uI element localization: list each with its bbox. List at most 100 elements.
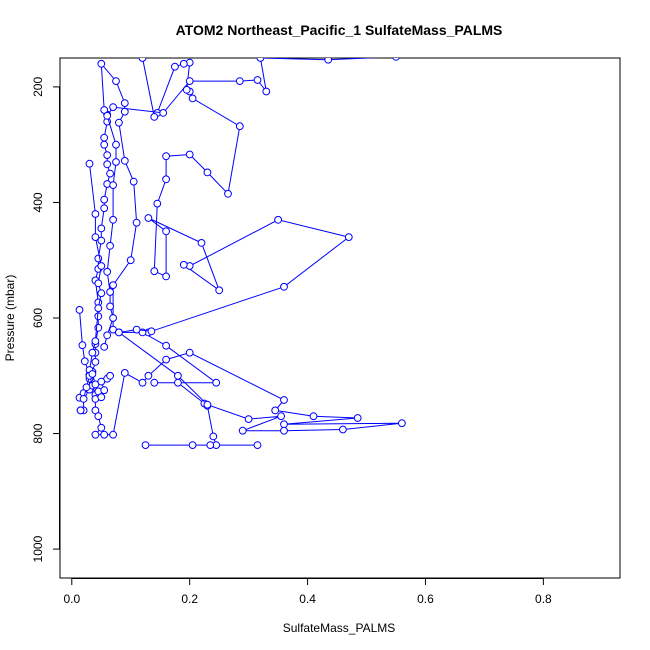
data-point: [100, 386, 109, 395]
data-point: [97, 236, 106, 245]
data-point: [212, 378, 221, 387]
data-point: [244, 415, 253, 424]
data-point: [185, 150, 194, 159]
data-point: [88, 348, 97, 357]
data-point: [150, 267, 159, 276]
data-point: [100, 204, 109, 213]
x-tick-label: 0.4: [299, 592, 316, 606]
data-point: [103, 331, 112, 340]
data-point: [75, 306, 84, 314]
data-point: [339, 425, 347, 434]
data-point: [185, 348, 194, 357]
data-point: [109, 215, 117, 224]
x-axis-label: SulfateMass_PALMS: [283, 621, 396, 635]
data-point: [80, 357, 89, 366]
data-point: [120, 107, 129, 116]
data-point: [88, 370, 97, 378]
data-point: [100, 195, 109, 204]
data-point: [97, 262, 106, 270]
data-point: [215, 286, 224, 295]
data-point: [94, 304, 103, 313]
data-point: [398, 419, 406, 428]
data-point: [197, 239, 206, 247]
data-point: [179, 59, 188, 68]
data-point: [126, 256, 135, 265]
data-point: [100, 430, 109, 439]
data-point: [106, 169, 114, 178]
data-point: [150, 113, 159, 121]
data-point: [353, 414, 362, 422]
data-point: [106, 288, 114, 296]
data-point: [182, 85, 191, 94]
series-2: [75, 58, 406, 439]
data-point: [253, 76, 262, 84]
data-point: [159, 109, 168, 117]
data-point: [109, 103, 117, 111]
data-point: [103, 111, 112, 120]
y-tick-label: 1000: [31, 535, 45, 562]
data-point: [79, 395, 88, 403]
data-point: [174, 371, 182, 380]
data-point: [256, 58, 265, 62]
data-point: [103, 160, 112, 169]
data-point: [147, 327, 156, 336]
y-tick-label: 800: [31, 423, 45, 443]
series-layer: [75, 58, 406, 450]
data-point: [144, 371, 153, 380]
data-point: [203, 400, 212, 409]
data-point: [138, 58, 147, 62]
data-point: [112, 158, 120, 166]
data-point: [97, 393, 106, 402]
y-axis: 200 400 600 800 1000: [31, 77, 60, 562]
data-point: [253, 441, 262, 450]
data-point: [141, 441, 150, 450]
plot-frame: [59, 57, 621, 579]
data-point: [280, 396, 288, 404]
data-point: [274, 215, 283, 224]
data-point: [224, 189, 232, 198]
data-point: [203, 168, 212, 177]
x-tick-label: 0.6: [417, 592, 434, 606]
series-line: [103, 58, 380, 348]
series-5: [88, 370, 114, 403]
data-point: [132, 218, 141, 227]
data-point: [91, 233, 100, 242]
y-tick-label: 200: [31, 77, 45, 97]
data-point: [392, 58, 400, 61]
data-point: [162, 341, 171, 350]
data-point: [97, 289, 106, 298]
data-point: [209, 432, 218, 441]
data-point: [162, 152, 171, 161]
series-line: [79, 58, 402, 436]
y-axis-label: Pressure (mbar): [3, 275, 17, 362]
data-point: [206, 441, 215, 450]
data-point: [238, 426, 247, 435]
y-tick-label: 400: [31, 192, 45, 212]
data-point: [174, 378, 182, 387]
data-point: [138, 378, 147, 387]
data-point: [162, 272, 171, 281]
x-axis: 0.0 0.2 0.4 0.6 0.8: [63, 578, 552, 606]
data-point: [188, 94, 197, 103]
x-tick-label: 0.0: [63, 592, 80, 606]
data-point: [120, 156, 129, 165]
data-point: [97, 423, 106, 432]
data-point: [109, 430, 117, 439]
data-point: [162, 227, 171, 236]
data-point: [280, 420, 288, 429]
data-point: [103, 267, 112, 276]
data-point: [85, 159, 94, 168]
data-point: [277, 412, 286, 421]
data-point: [91, 337, 100, 346]
data-point: [132, 325, 141, 334]
data-point: [94, 412, 103, 421]
data-point: [120, 99, 129, 107]
series-4: [100, 58, 400, 351]
data-point: [100, 140, 109, 149]
data-point: [91, 210, 100, 218]
data-point: [280, 282, 288, 291]
data-point: [76, 406, 85, 415]
data-point: [188, 441, 197, 450]
data-point: [280, 426, 288, 435]
